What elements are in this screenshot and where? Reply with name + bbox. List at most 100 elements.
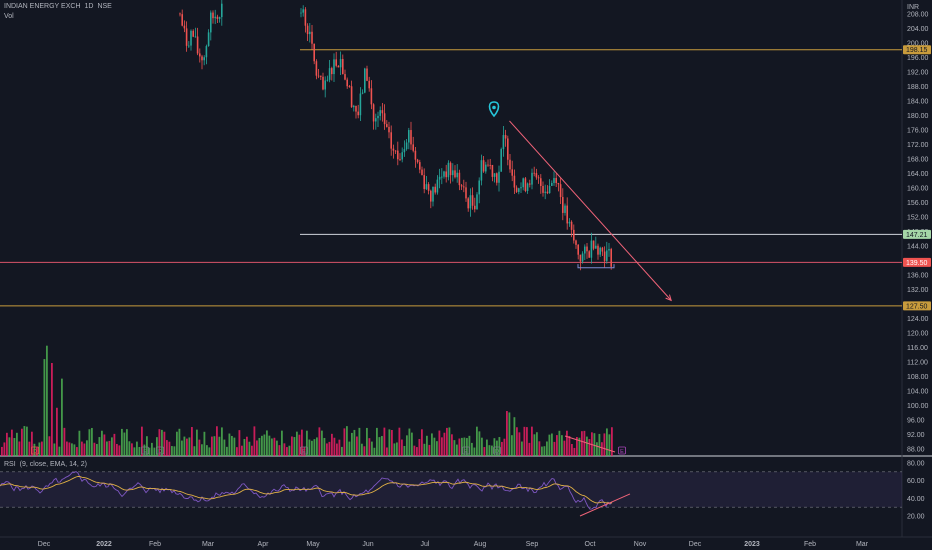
candle-body [205,46,208,58]
event-marker-label: E [464,449,468,455]
candle-body [463,186,465,188]
volume-bar [151,442,153,456]
candle-body [581,253,584,262]
price-badge-label: 127.50 [906,303,928,310]
volume-bar [233,437,236,456]
candle-body [377,115,379,119]
x-tick-label: Apr [258,541,270,548]
volume-bar [546,441,548,456]
volume-bar [453,440,456,456]
volume-bar [533,434,536,456]
volume-bar [243,439,246,456]
price-axis[interactable]: 208.00 204.00 200.00 196.00 192.00 188.00 184.… [903,4,931,521]
candle-body [507,138,509,160]
candle-body [432,186,434,202]
volume-bar [196,429,198,456]
y-tick-label: 120.00 [907,331,929,338]
volume-bar [193,446,196,456]
candle-body [478,180,480,195]
candle-body [317,75,320,77]
candle-body [372,104,375,122]
volume-bar [53,443,56,456]
y-tick-label: 184.00 [907,99,929,106]
volume-bar [261,435,263,456]
y-tick-label: 88.00 [907,447,925,454]
volume-bar [326,443,328,456]
volume-bar [501,441,503,456]
volume-bar [513,417,516,456]
volume-bar [596,442,598,456]
volume-bar [293,437,296,456]
volume-bar [356,436,358,456]
candle-body [584,246,586,254]
volume-bar [503,438,506,456]
volume-bar [253,426,256,456]
candle-body [322,76,324,90]
volume-bar [476,426,478,456]
volume-bar [401,439,403,456]
volume-bar [113,433,116,456]
volume-bar [568,435,571,456]
candle-body [390,132,392,149]
candle-body [603,251,606,261]
y-tick-label: 172.00 [907,142,929,149]
trendline[interactable] [488,101,672,302]
volume-bar [511,435,513,456]
candle-body [559,184,562,198]
volume-bar [56,407,58,456]
candle-body [405,142,408,150]
volume-bar [433,437,436,456]
volume-bar [498,437,501,456]
volume-bar [378,437,381,456]
candle-body [183,25,186,29]
volume-bar [288,445,291,456]
candle-body [397,150,399,160]
volume-bar [81,441,83,456]
candle-body [392,148,395,151]
volume-bar [281,430,283,456]
candle-body [414,150,417,160]
candle-body [489,164,491,166]
candle-body [315,61,318,76]
candle-body [401,152,403,160]
volume-bar [101,430,103,456]
y-tick-label: 100.00 [907,403,929,410]
candle-body [513,175,516,188]
volume-bar [133,447,136,456]
volume-bar [23,426,26,456]
rsi-legend: RSI (9, close, EMA, 14, 2) [4,461,91,468]
price-trendline[interactable] [509,120,672,301]
candle-body [467,198,469,209]
volume-bar [516,427,518,456]
volume-bar [473,447,476,456]
candle-body [599,247,601,255]
volume-bar [28,441,31,456]
volume-bar [68,442,71,456]
candle-body [179,13,181,15]
volume-bar [153,447,156,456]
volume-bar [583,430,586,456]
time-axis[interactable]: Dec 2022 Feb Mar Apr May Jun Jul Aug Sep Oct Nov Dec… [38,541,869,548]
candle-body [216,16,219,19]
symbol-exchange: NSE [97,3,112,10]
volume-bar [228,433,231,456]
rsi-params: (9, close, EMA, 14, 2) [19,461,87,468]
candle-body [370,88,373,105]
volume-bar [586,436,588,456]
volume-bar [551,433,553,456]
volume-bar [291,436,293,456]
horizontal-levels [0,49,902,307]
volume-bar [16,432,18,456]
volume-bar [271,438,273,456]
volume-bar [603,433,606,456]
candle-body [339,59,342,68]
candle-body [443,171,445,177]
volume-trendline [564,435,616,453]
volume-bar [138,447,141,456]
candlesticks [179,0,615,271]
candle-body [423,175,425,190]
volume-bar [126,429,128,456]
map-pin-dot [492,105,496,110]
volume-bar [216,426,218,456]
